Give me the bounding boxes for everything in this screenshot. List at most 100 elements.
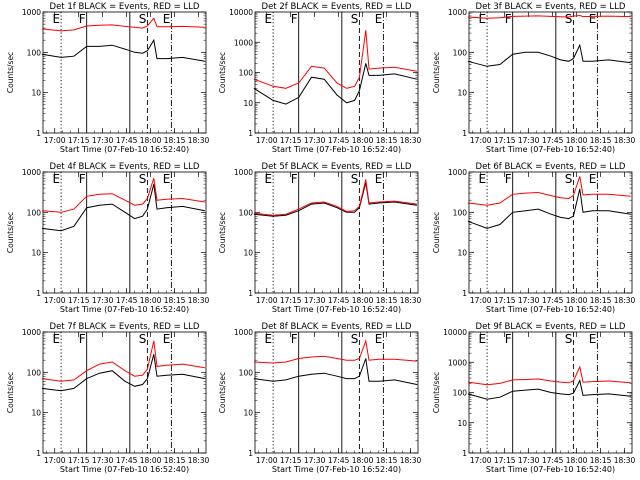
series-line-events bbox=[41, 38, 205, 62]
y-tick-label: 1000 bbox=[234, 168, 253, 177]
series-line-lld bbox=[467, 176, 631, 206]
panel-title: Det 6f BLACK = Events, RED = LLD bbox=[476, 162, 626, 172]
x-tick-label: 18:00 bbox=[140, 456, 162, 465]
x-tick-label: 17:00 bbox=[256, 136, 278, 145]
x-tick-label: 17:45 bbox=[116, 456, 138, 465]
x-tick-label: 17:45 bbox=[328, 136, 350, 145]
x-tick-label: 17:45 bbox=[116, 136, 138, 145]
time-marker-label: E bbox=[53, 332, 61, 346]
series-line-events bbox=[41, 183, 205, 232]
x-tick-label: 17:00 bbox=[44, 296, 66, 305]
series-line-lld bbox=[467, 14, 631, 19]
plot-frame bbox=[468, 11, 633, 134]
y-tick-label: 1 bbox=[462, 129, 467, 138]
time-marker-label: E bbox=[479, 12, 487, 26]
time-marker-label: E bbox=[589, 172, 597, 186]
time-marker-label: S bbox=[139, 12, 147, 26]
y-axis-label: Counts/sec bbox=[6, 372, 15, 413]
panel-title: Det 8f BLACK = Events, RED = LLD bbox=[262, 322, 412, 332]
y-axis-label: Counts/sec bbox=[432, 52, 441, 93]
x-tick-label: 17:45 bbox=[542, 296, 564, 305]
x-tick-label: 17:15 bbox=[280, 456, 302, 465]
time-marker-label: F bbox=[291, 12, 298, 26]
time-marker-label: E bbox=[53, 172, 61, 186]
plot-frame bbox=[42, 11, 207, 134]
panel-title: Det 5f BLACK = Events, RED = LLD bbox=[262, 162, 412, 172]
series-line-lld bbox=[41, 178, 205, 213]
y-axis-label: Counts/sec bbox=[218, 212, 227, 253]
x-tick-label: 18:30 bbox=[614, 456, 636, 465]
time-marker-label: F bbox=[79, 332, 86, 346]
y-tick-label: 1 bbox=[36, 289, 41, 298]
y-tick-label: 100 bbox=[453, 48, 468, 57]
time-marker-label: E bbox=[479, 172, 487, 186]
series-line-events bbox=[467, 379, 631, 400]
x-tick-label: 18:30 bbox=[614, 296, 636, 305]
x-axis-label: Start Time (07-Feb-10 16:52:40) bbox=[60, 305, 189, 314]
time-marker-label: S bbox=[565, 172, 573, 186]
y-tick-label: 100 bbox=[27, 48, 42, 57]
y-axis-label: Counts/sec bbox=[432, 372, 441, 413]
x-tick-label: 17:00 bbox=[256, 456, 278, 465]
y-tick-label: 10 bbox=[243, 99, 253, 108]
x-tick-label: 17:30 bbox=[304, 456, 326, 465]
panel-title: Det 2f BLACK = Events, RED = LLD bbox=[262, 2, 412, 12]
y-tick-label: 1 bbox=[248, 129, 253, 138]
x-tick-label: 18:00 bbox=[352, 296, 374, 305]
detector-panel-4: Det 4f BLACK = Events, RED = LLD 1 10 100 10… bbox=[6, 162, 210, 314]
x-tick-label: 17:15 bbox=[494, 296, 516, 305]
y-tick-label: 10 bbox=[457, 89, 467, 98]
time-marker-label: E bbox=[265, 172, 273, 186]
x-tick-label: 17:15 bbox=[68, 456, 90, 465]
time-marker-label: S bbox=[351, 12, 359, 26]
x-tick-label: 17:15 bbox=[494, 456, 516, 465]
series-line-lld bbox=[467, 365, 631, 386]
y-tick-label: 100 bbox=[239, 208, 254, 217]
x-tick-label: 17:00 bbox=[470, 296, 492, 305]
time-marker-label: E bbox=[53, 12, 61, 26]
x-tick-label: 18:00 bbox=[352, 456, 374, 465]
time-marker-label: S bbox=[139, 332, 147, 346]
time-marker-label: E bbox=[589, 332, 597, 346]
x-tick-label: 17:45 bbox=[116, 296, 138, 305]
x-tick-label: 18:30 bbox=[188, 136, 210, 145]
x-axis-label: Start Time (07-Feb-10 16:52:40) bbox=[272, 305, 401, 314]
detector-panel-1: Det 1f BLACK = Events, RED = LLD 1 10 100 10… bbox=[6, 2, 210, 154]
series-line-events bbox=[253, 182, 417, 217]
y-tick-label: 10 bbox=[457, 419, 467, 428]
detector-panel-7: Det 7f BLACK = Events, RED = LLD 1 10 100 10… bbox=[6, 322, 210, 474]
x-axis-label: Start Time (07-Feb-10 16:52:40) bbox=[272, 465, 401, 474]
x-tick-label: 17:30 bbox=[518, 136, 540, 145]
y-tick-label: 1000 bbox=[448, 358, 467, 367]
plot-frame bbox=[42, 171, 207, 294]
y-tick-label: 10 bbox=[31, 89, 41, 98]
x-tick-label: 18:15 bbox=[376, 136, 398, 145]
y-tick-label: 1 bbox=[248, 289, 253, 298]
x-tick-label: 18:15 bbox=[590, 136, 612, 145]
x-tick-label: 17:30 bbox=[92, 456, 114, 465]
time-marker-label: S bbox=[351, 332, 359, 346]
x-tick-label: 17:30 bbox=[92, 136, 114, 145]
y-tick-label: 1 bbox=[36, 129, 41, 138]
x-tick-label: 18:00 bbox=[566, 456, 588, 465]
y-axis-label: Counts/sec bbox=[432, 212, 441, 253]
time-marker-label: E bbox=[163, 332, 171, 346]
x-tick-label: 18:15 bbox=[164, 296, 186, 305]
x-tick-label: 17:00 bbox=[470, 456, 492, 465]
x-tick-label: 18:00 bbox=[566, 136, 588, 145]
y-tick-label: 10 bbox=[31, 409, 41, 418]
x-axis-label: Start Time (07-Feb-10 16:52:40) bbox=[272, 145, 401, 154]
x-tick-label: 17:15 bbox=[68, 296, 90, 305]
x-tick-label: 18:15 bbox=[164, 456, 186, 465]
y-tick-label: 1000 bbox=[22, 168, 41, 177]
y-tick-label: 1000 bbox=[22, 8, 41, 17]
x-tick-label: 17:00 bbox=[256, 296, 278, 305]
y-tick-label: 100 bbox=[453, 208, 468, 217]
x-tick-label: 17:30 bbox=[304, 136, 326, 145]
x-tick-label: 18:15 bbox=[590, 296, 612, 305]
y-tick-label: 100 bbox=[27, 208, 42, 217]
time-marker-label: S bbox=[139, 172, 147, 186]
y-tick-label: 10 bbox=[31, 249, 41, 258]
y-tick-label: 100 bbox=[27, 368, 42, 377]
